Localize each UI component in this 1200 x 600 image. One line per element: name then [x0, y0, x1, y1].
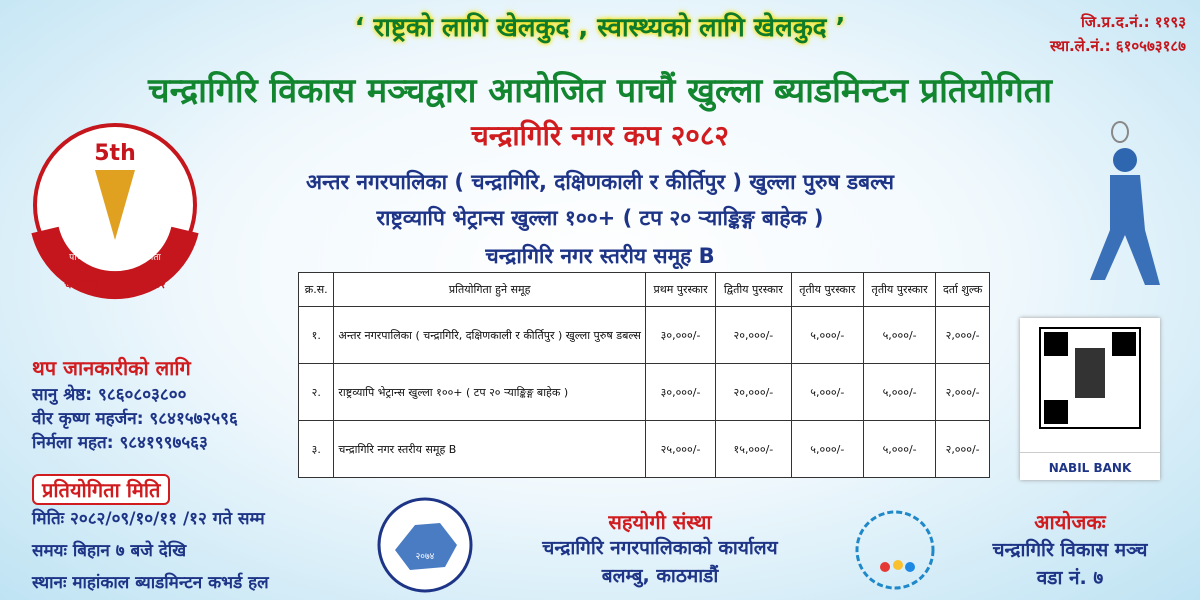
table-cell: ५,०००/- — [862, 306, 937, 364]
table-row: १. अन्तर नगरपालिका ( चन्द्रागिरि, दक्षिणक… — [297, 306, 990, 364]
bank-name: NABIL BANK — [1020, 452, 1160, 475]
table-cell: ३०,०००/- — [644, 363, 717, 421]
organizer-line: चन्द्रागिरि विकास मञ्च — [992, 539, 1148, 561]
table-cell: ३. — [297, 420, 335, 478]
player-silhouette — [1090, 121, 1160, 285]
schedule-line: समयः बिहान ७ बजे देखि — [32, 541, 187, 561]
contact-line: सानु श्रेष्ठ: ९८६०८०३८०० — [32, 385, 187, 405]
contact-line: वीर कृष्ण महर्जन: ९८४१५७२५९६ — [32, 409, 238, 429]
table-cell: ५,०००/- — [862, 420, 937, 478]
registration: स्था.ले.नं.: ६१०५७३१८७ — [1049, 37, 1186, 55]
partner-logo — [855, 510, 935, 590]
logo-text: चन्द्रागिरि नगर कप २०८२ — [63, 277, 166, 291]
logo: 5th पाचौं ब्याडमिन्टन प्रतियोगिता चन्द्र… — [31, 123, 199, 300]
contact-line: निर्मला महत: ९८४१९९७५६३ — [32, 433, 208, 453]
qr-code — [1039, 327, 1141, 429]
table-cell: २५,०००/- — [644, 420, 717, 478]
registration: जि.प्र.द.नं.: ११९३ — [1080, 13, 1186, 31]
contact-title: थप जानकारीको लागि — [32, 356, 191, 380]
emblem-year: २०७४ — [416, 552, 435, 562]
table-header: तृतीय पुरस्कार — [862, 272, 937, 307]
logo-text: पाचौं ब्याडमिन्टन प्रतियोगिता — [69, 251, 161, 263]
table-cell: ५,०००/- — [790, 306, 864, 364]
table-header: क्र.स. — [297, 272, 335, 307]
logo-edition: 5th — [94, 141, 136, 166]
title: चन्द्रागिरि विकास मञ्चद्वारा आयोजित पाचौ… — [148, 71, 1052, 111]
event-line: चन्द्रागिरि नगर स्तरीय समूह B — [485, 244, 715, 268]
table-cell: ५,०००/- — [790, 363, 864, 421]
table-header: द्वितीय पुरस्कार — [715, 272, 792, 307]
schedule-line: स्थानः माहांकाल ब्याडमिन्टन कभर्ड हल — [32, 573, 269, 593]
event-cell: राष्ट्रव्यापि भेट्रान्स खुल्ला १००+ ( टप… — [333, 363, 646, 421]
qr-card: NABIL BANK — [1020, 318, 1160, 480]
table-cell: २,०००/- — [935, 363, 990, 421]
event-cell: अन्तर नगरपालिका ( चन्द्रागिरि, दक्षिणकाल… — [333, 306, 646, 364]
table-cell: २,०००/- — [935, 306, 990, 364]
table-row: ३. चन्द्रागिरि नगर स्तरीय समूह B २५,०००/- १… — [297, 420, 990, 478]
table-cell: ५,०००/- — [862, 363, 937, 421]
table-cell: २०,०००/- — [715, 363, 792, 421]
organizer-line: वडा नं. ७ — [1036, 567, 1104, 589]
table-cell: १५,०००/- — [715, 420, 792, 478]
table-cell: २,०००/- — [935, 420, 990, 478]
event-line: राष्ट्रव्यापि भेट्रान्स खुल्ला १००+ ( टप… — [376, 206, 824, 230]
event-line: अन्तर नगरपालिका ( चन्द्रागिरि, दक्षिणकाल… — [306, 170, 894, 194]
schedule-title: प्रतियोगिता मिति — [32, 474, 171, 505]
table-row: २. राष्ट्रव्यापि भेट्रान्स खुल्ला १००+ ( … — [297, 363, 990, 421]
table-header: प्रतियोगिता हुने समूह — [333, 272, 646, 307]
prize-table: क्र.स. प्रतियोगिता हुने समूह प्रथम पुरस्… — [297, 272, 990, 478]
organizer-title: आयोजकः — [1034, 510, 1106, 534]
table-header: तृतीय पुरस्कार — [790, 272, 864, 307]
table-cell: ३०,०००/- — [644, 306, 717, 364]
sponsor-title: सहयोगी संस्था — [608, 510, 712, 534]
municipality-emblem: २०७४ — [377, 497, 473, 593]
sponsor-line: चन्द्रागिरि नगरपालिकाको कार्यालय — [542, 537, 778, 559]
table-cell: १. — [297, 306, 335, 364]
schedule-line: मितिः २०८२/०९/१०/११ /१२ गते सम्म — [32, 509, 265, 529]
table-cell: २. — [297, 363, 335, 421]
event-cell: चन्द्रागिरि नगर स्तरीय समूह B — [333, 420, 646, 478]
slogan: ‘ राष्ट्रको लागि खेलकुद , स्वास्थ्यको ला… — [354, 13, 846, 43]
table-header: प्रथम पुरस्कार — [644, 272, 717, 307]
table-header: दर्ता शुल्क — [935, 272, 990, 307]
sponsor-line: बलम्बु, काठमाडौं — [601, 565, 719, 587]
subtitle: चन्द्रागिरि नगर कप २०८२ — [471, 119, 729, 152]
table-cell: ५,०००/- — [790, 420, 864, 478]
table-cell: २०,०००/- — [715, 306, 792, 364]
